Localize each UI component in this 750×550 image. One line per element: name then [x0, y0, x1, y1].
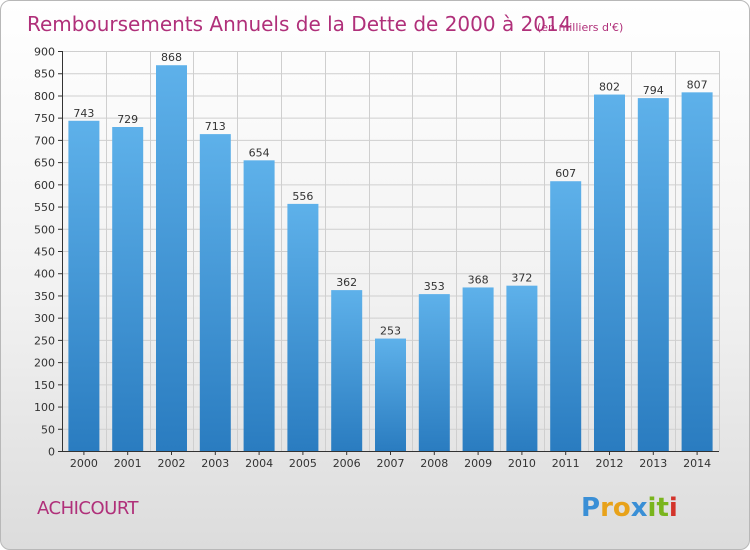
y-tick-label: 850 [34, 68, 55, 81]
bar-2010 [506, 285, 538, 451]
y-tick-label: 750 [34, 112, 55, 125]
logo-letter: t [656, 493, 668, 523]
commune-name: ACHICOURT [37, 498, 140, 519]
x-tick-label: 2009 [464, 457, 492, 470]
y-tick-label: 0 [48, 446, 55, 459]
bar-2008 [418, 294, 450, 451]
bar-value-label: 802 [599, 81, 620, 94]
x-tick-label: 2008 [420, 457, 448, 470]
x-tick-label: 2002 [158, 457, 186, 470]
x-tick-label: 2014 [683, 457, 711, 470]
axes: 0 50 100 150 200 250 300 350 400 450 500 550 600 650 7… [34, 46, 719, 470]
bar-value-label: 607 [555, 167, 576, 180]
y-tick-label: 550 [34, 201, 55, 214]
bar-value-label: 743 [73, 107, 94, 120]
x-tick-label: 2006 [333, 457, 361, 470]
bar-value-label: 807 [687, 78, 708, 91]
x-tick-label: 2005 [289, 457, 317, 470]
bar-value-label: 253 [380, 325, 401, 338]
bar-2013 [637, 98, 669, 451]
y-tick-label: 350 [34, 290, 55, 303]
bar-2014 [681, 92, 713, 451]
bar-2006 [331, 290, 363, 451]
y-tick-label: 800 [34, 90, 55, 103]
y-tick-label: 650 [34, 157, 55, 170]
bar-2004 [243, 160, 275, 452]
logo-letter: x [631, 493, 648, 523]
bar-2007 [375, 338, 406, 451]
proxiti-logo: Proxiti [581, 493, 678, 523]
y-tick-label: 250 [34, 334, 55, 347]
x-tick-label: 2000 [70, 457, 98, 470]
bar-value-label: 794 [643, 84, 664, 97]
bar-2012 [594, 94, 625, 452]
bar-2005 [287, 203, 319, 451]
y-tick-label: 50 [41, 423, 55, 436]
bar-value-label: 868 [161, 51, 182, 64]
x-tick-label: 2001 [114, 457, 142, 470]
bar-value-label: 556 [292, 190, 313, 203]
bar-2003 [199, 134, 231, 451]
y-tick-label: 200 [34, 357, 55, 370]
chart-title: Remboursements Annuels de la Dette de 20… [27, 12, 571, 36]
x-tick-label: 2011 [552, 457, 580, 470]
y-tick-label: 300 [34, 312, 55, 325]
chart-subtitle: (en milliers d'€) [537, 21, 623, 34]
x-tick-label: 2013 [639, 457, 667, 470]
y-tick-label: 100 [34, 401, 55, 414]
x-tick-label: 2010 [508, 457, 536, 470]
bar-2000 [68, 120, 100, 452]
y-tick-label: 400 [34, 268, 55, 281]
bar-2011 [550, 181, 582, 451]
y-tick-label: 450 [34, 246, 55, 259]
logo-letter: o [613, 493, 631, 523]
bar-value-label: 654 [249, 146, 270, 159]
x-tick-label: 2004 [245, 457, 273, 470]
y-tick-label: 150 [34, 379, 55, 392]
y-tick-label: 600 [34, 179, 55, 192]
x-tick-label: 2007 [377, 457, 405, 470]
y-tick-label: 900 [34, 46, 55, 59]
bars: 743 729 868 713 654 556 362 253 353 368 372 607 802 7… [68, 51, 713, 452]
bar-value-label: 368 [468, 273, 489, 286]
bar-value-label: 713 [205, 120, 226, 133]
y-tick-label: 700 [34, 134, 55, 147]
x-tick-label: 2012 [596, 457, 624, 470]
bar-value-label: 362 [336, 276, 357, 289]
y-tick-label: 500 [34, 223, 55, 236]
bar-value-label: 372 [511, 272, 532, 285]
bar-2002 [156, 65, 187, 451]
bar-2001 [112, 127, 144, 451]
x-tick-label: 2003 [201, 457, 229, 470]
logo-letter: P [581, 493, 600, 523]
logo-letter: i [669, 493, 678, 523]
logo-letter: i [648, 493, 657, 523]
logo-letter: r [600, 493, 613, 523]
bar-value-label: 353 [424, 280, 445, 293]
bar-value-label: 729 [117, 113, 138, 126]
bar-2009 [462, 287, 494, 451]
